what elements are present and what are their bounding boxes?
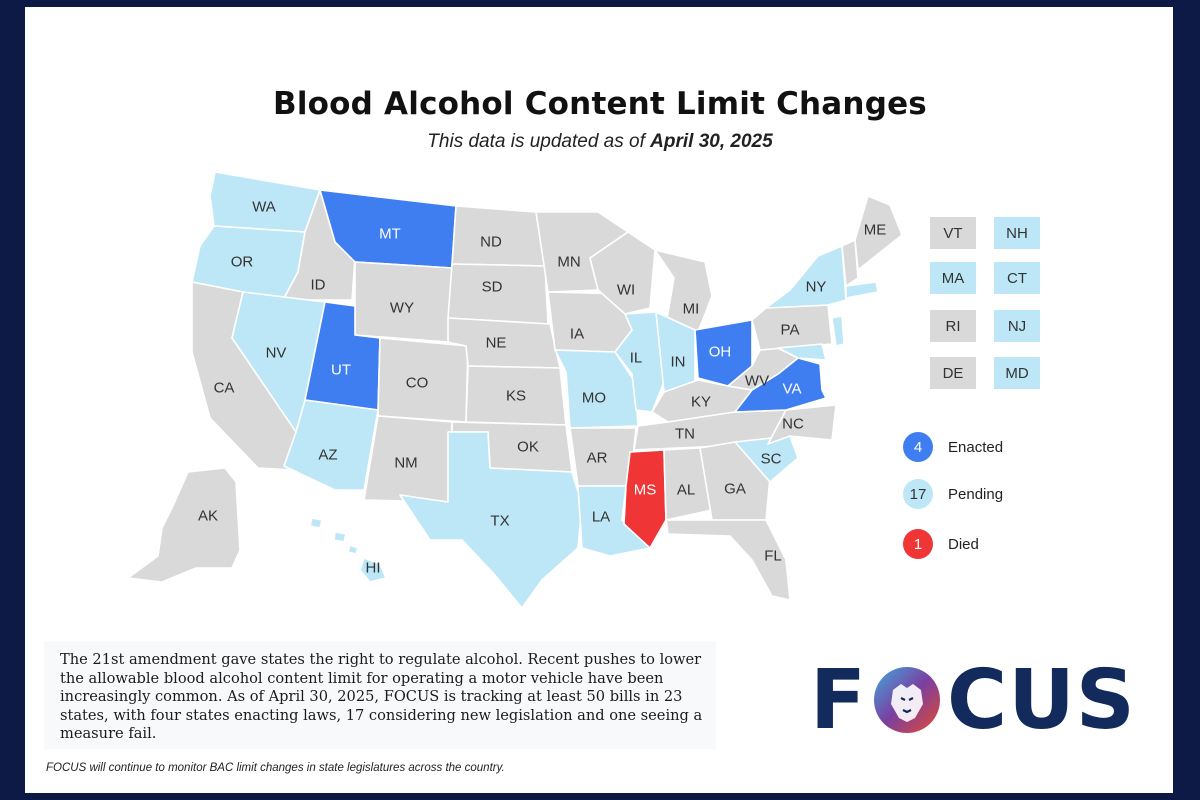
state-label-sd: SD: [482, 279, 503, 296]
subtitle-date: April 30, 2025: [650, 131, 773, 152]
state-nj: [831, 315, 845, 347]
state-md: [777, 343, 827, 361]
state-ny: [765, 245, 847, 309]
state-label-al: AL: [677, 482, 695, 499]
state-label-wi: WI: [617, 282, 635, 299]
subtitle-prefix: This data is updated as of: [427, 131, 651, 152]
state-label-ne: NE: [486, 335, 507, 352]
state-label-ms: MS: [634, 482, 657, 499]
state-label-mt: MT: [379, 226, 401, 243]
state-label-ga: GA: [724, 481, 746, 498]
small-state-box-ma: MA: [930, 262, 976, 294]
state-label-ky: KY: [691, 394, 711, 411]
state-fl: [665, 519, 791, 601]
logo-text-right: CUS: [947, 652, 1136, 748]
state-label-nv: NV: [266, 345, 287, 362]
state-label-pa: PA: [781, 322, 800, 339]
small-state-box-ct: CT: [994, 262, 1040, 294]
small-state-box-de: DE: [930, 357, 976, 389]
state-label-va: VA: [783, 381, 802, 398]
state-label-nm: NM: [394, 455, 417, 472]
state-label-ny: NY: [806, 279, 827, 296]
state-label-fl: FL: [764, 548, 782, 565]
small-state-box-nh: NH: [994, 217, 1040, 249]
state-label-mo: MO: [582, 390, 606, 407]
state-label-tn: TN: [675, 426, 695, 443]
state-label-il: IL: [630, 350, 643, 367]
small-state-box-vt: VT: [930, 217, 976, 249]
state-wi: [589, 231, 656, 315]
small-state-box-nj: NJ: [994, 310, 1040, 342]
state-label-ar: AR: [587, 450, 608, 467]
legend-item-pending: 17 Pending: [903, 478, 1003, 510]
legend-label-pending: Pending: [948, 485, 1004, 503]
legend-label-died: Died: [948, 535, 979, 553]
small-state-box-md: MD: [994, 357, 1040, 389]
description-text: The 21st amendment gave states the right…: [44, 641, 716, 749]
state-label-me: ME: [864, 222, 887, 239]
state-label-ok: OK: [517, 439, 539, 456]
state-label-ca: CA: [214, 380, 235, 397]
state-me: [854, 195, 903, 271]
state-hi-islands: [309, 517, 359, 555]
state-label-oh: OH: [709, 344, 732, 361]
state-ma: [845, 281, 879, 299]
legend-count-died: 1: [903, 529, 933, 559]
logo-text-left: F: [810, 652, 868, 748]
state-hi: [359, 557, 387, 583]
state-pa: [751, 304, 833, 351]
state-label-id: ID: [311, 277, 326, 294]
state-label-tx: TX: [490, 513, 509, 530]
state-label-ak: AK: [198, 508, 218, 525]
legend-count-enacted: 4: [903, 432, 933, 462]
state-label-nd: ND: [480, 234, 502, 251]
page-subtitle: This data is updated as of April 30, 202…: [0, 131, 1200, 153]
state-ak: [127, 467, 241, 583]
state-label-sc: SC: [761, 451, 782, 468]
state-label-hi: HI: [366, 560, 381, 577]
state-label-mn: MN: [557, 254, 580, 271]
state-label-mi: MI: [683, 301, 700, 318]
state-tx: [399, 431, 583, 609]
state-label-wy: WY: [390, 300, 414, 317]
state-label-ks: KS: [506, 388, 526, 405]
focus-logo: F CUS: [810, 653, 1136, 748]
state-label-ut: UT: [331, 362, 351, 379]
state-label-nc: NC: [782, 416, 804, 433]
state-label-co: CO: [406, 375, 429, 392]
small-state-box-ri: RI: [930, 310, 976, 342]
legend-item-enacted: 4 Enacted: [903, 431, 1003, 463]
state-label-az: AZ: [318, 447, 337, 464]
state-label-ia: IA: [570, 326, 584, 343]
state-label-wa: WA: [252, 199, 276, 216]
legend-label-enacted: Enacted: [948, 438, 1004, 456]
legend-item-died: 1 Died: [903, 528, 979, 560]
legend-count-pending: 17: [903, 479, 933, 509]
lion-emblem-icon: [874, 667, 941, 733]
state-label-in: IN: [671, 354, 686, 371]
state-label-la: LA: [592, 509, 610, 526]
page-title: Blood Alcohol Content Limit Changes: [273, 86, 927, 122]
state-label-or: OR: [231, 254, 254, 271]
state-nc: [767, 404, 837, 445]
footnote: FOCUS will continue to monitor BAC limit…: [46, 762, 505, 774]
state-vt-nh: [841, 239, 859, 287]
state-label-wv: WV: [745, 373, 769, 390]
